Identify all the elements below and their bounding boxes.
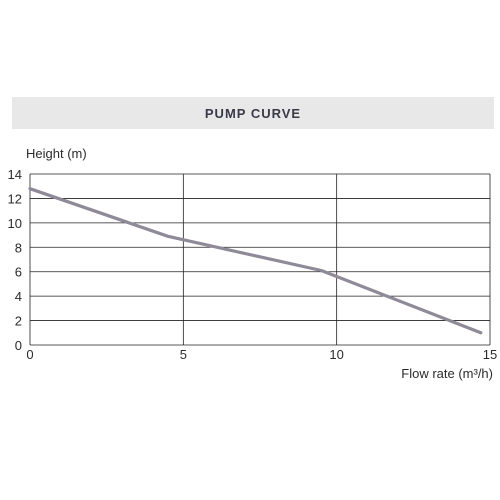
y-tick-label-4: 4	[15, 289, 22, 304]
x-tick-label-5: 5	[180, 347, 187, 362]
y-tick-label-8: 8	[15, 240, 22, 255]
y-tick-label-14: 14	[8, 167, 22, 182]
x-tick-label-15: 15	[483, 347, 497, 362]
title-band: PUMP CURVE	[12, 97, 494, 129]
y-tick-label-0: 0	[15, 338, 22, 353]
grid	[29, 173, 491, 346]
chart-title: PUMP CURVE	[204, 105, 302, 121]
x-tick-label-10: 10	[329, 347, 343, 362]
y-tick-label-6: 6	[15, 265, 22, 280]
y-tick-label-2: 2	[15, 314, 22, 329]
x-tick-label-0: 0	[26, 347, 33, 362]
series-group	[28, 187, 483, 335]
x-tick-labels: 0 5 10 15	[26, 347, 497, 362]
y-tick-label-12: 12	[8, 191, 22, 206]
y-tick-label-10: 10	[8, 216, 22, 231]
series-line-0	[28, 187, 483, 335]
y-tick-labels: 0 2 4 6 8 10 12 14	[8, 167, 22, 353]
x-axis-title: Flow rate (m³/h)	[401, 366, 493, 381]
y-axis-title: Height (m)	[26, 146, 87, 161]
